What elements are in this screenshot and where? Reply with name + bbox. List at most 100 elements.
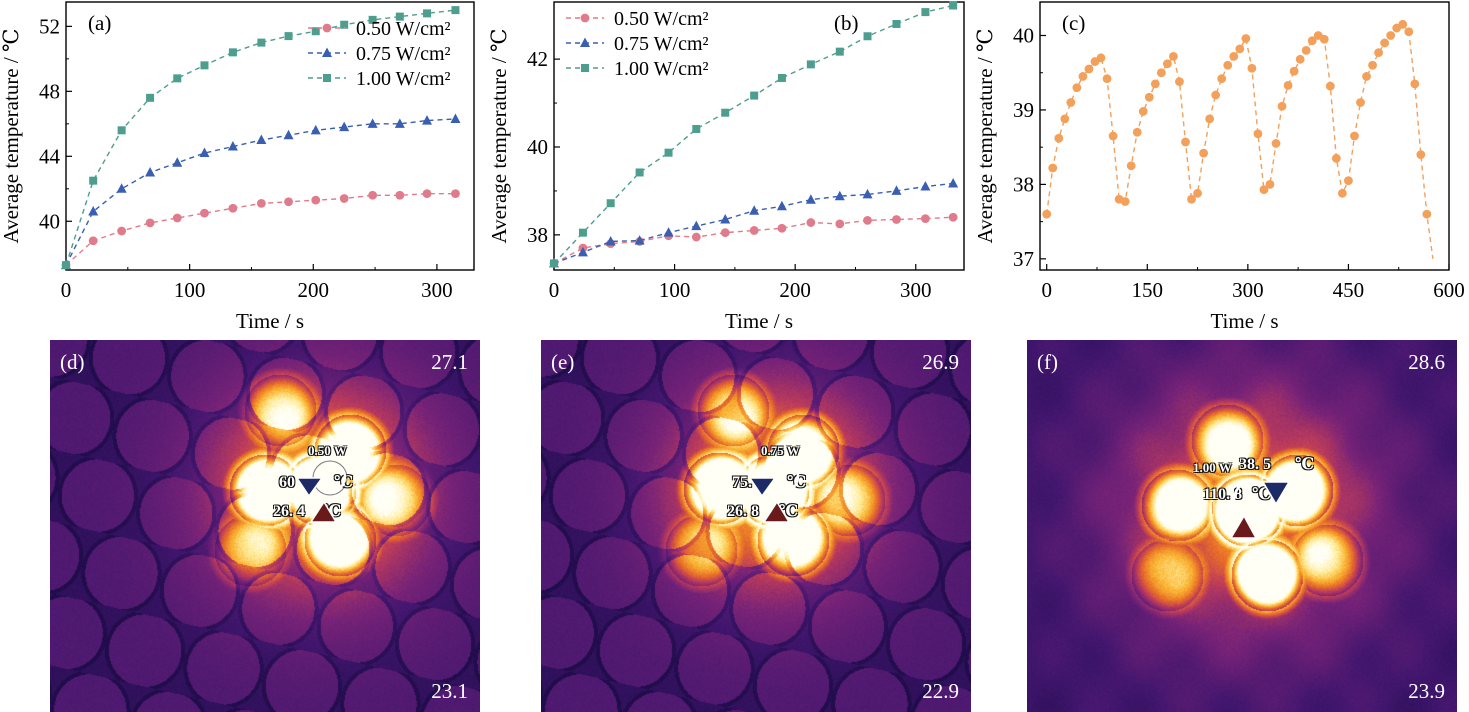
thermal-heatmap-d: [50, 340, 480, 712]
reading-min-e: 26. 8: [727, 503, 759, 520]
power-label-d: 0.50 W: [308, 443, 347, 458]
data-point: [1078, 72, 1088, 81]
data-point: [1295, 54, 1305, 64]
x-tick-label: 600: [1433, 278, 1465, 302]
data-point: [948, 212, 958, 222]
data-point: [806, 60, 815, 69]
series-line: [553, 216, 954, 265]
legend-label: 0.50 W/cm²: [356, 18, 451, 40]
power-label-f: 1.00 W: [1193, 460, 1232, 475]
data-point: [1102, 74, 1112, 84]
x-tick-label: 450: [1333, 278, 1365, 302]
chart-2: 0 100 200 300 38 40 42 Time / s Average temperat…: [487, 1, 965, 333]
data-point: [1356, 98, 1365, 107]
data-point: [1301, 45, 1311, 55]
min-temperature-e: 22.9: [922, 679, 959, 703]
data-point: [1193, 188, 1202, 198]
data-point: [892, 215, 901, 224]
data-point: [1410, 79, 1420, 89]
legend-label: 0.75 W/cm²: [356, 43, 451, 65]
data-point: [1337, 188, 1347, 198]
unit-min-f: ℃: [1252, 486, 1272, 503]
min-temperature-d: 23.1: [431, 679, 468, 703]
x-tick-label: 300: [1232, 278, 1264, 302]
legend-marker: [581, 64, 589, 72]
data-point: [1386, 31, 1396, 40]
y-tick-label: 37: [1013, 247, 1034, 271]
measure-marker-e: [748, 457, 800, 523]
legend-marker: [322, 23, 332, 33]
legend-label: 1.00 W/cm²: [356, 68, 451, 90]
max-point-triangle-d: [295, 477, 324, 498]
data-point: [227, 141, 238, 151]
data-point: [1380, 38, 1390, 48]
legend-marker: [323, 74, 331, 82]
data-point: [256, 199, 266, 208]
data-point: [863, 32, 872, 41]
data-point: [284, 197, 293, 207]
x-tick-label: 200: [779, 278, 811, 302]
data-point: [368, 190, 378, 200]
thermal-heatmap-e: [541, 340, 971, 712]
data-point: [749, 205, 760, 215]
legend-marker: [322, 47, 332, 57]
x-axis-label: Time / s: [1210, 309, 1278, 333]
data-point: [776, 200, 787, 211]
data-point: [777, 223, 787, 233]
data-point: [1289, 66, 1299, 76]
data-point: [1169, 51, 1178, 61]
data-point: [921, 214, 930, 223]
data-point: [394, 118, 405, 128]
data-point: [720, 228, 730, 238]
data-point: [949, 1, 958, 10]
data-point: [1325, 81, 1335, 91]
data-point: [750, 91, 759, 100]
data-point: [451, 6, 460, 15]
legend: 0.50 W/cm² 0.75 W/cm² 1.00 W/cm²: [566, 8, 709, 80]
data-point: [1344, 176, 1353, 186]
series-1: [61, 189, 460, 270]
data-point: [145, 218, 155, 228]
data-point: [1253, 129, 1263, 139]
y-tick-label: 44: [39, 144, 61, 168]
thermal-image-e: (e) 26.9 22.9 0.75 W 75. ℃ 26. 8 ℃: [541, 340, 971, 712]
y-tick-label: 48: [39, 79, 60, 103]
x-tick-label: 0: [61, 278, 72, 302]
data-point: [1120, 197, 1130, 206]
data-point: [1187, 194, 1196, 204]
data-point: [1319, 34, 1329, 44]
data-point: [339, 194, 349, 203]
data-point: [720, 213, 731, 224]
x-tick-label: 100: [659, 278, 691, 302]
x-axis-label: Time / s: [236, 309, 304, 333]
data-point: [395, 190, 405, 200]
data-point: [1108, 131, 1118, 141]
data-point: [257, 38, 266, 47]
data-point: [805, 194, 816, 204]
x-tick-label: 0: [1041, 278, 1052, 302]
data-point: [663, 227, 674, 237]
data-point: [1283, 80, 1293, 90]
data-point: [311, 195, 321, 205]
data-point: [605, 235, 616, 246]
data-point: [1404, 27, 1414, 37]
data-point: [1265, 179, 1275, 189]
y-axis-label: Average temperature / ℃: [973, 29, 997, 244]
data-point: [664, 148, 673, 157]
data-point: [340, 20, 349, 29]
data-point: [1132, 127, 1142, 137]
data-point: [948, 177, 959, 188]
y-tick-label: 38: [527, 223, 548, 247]
data-point: [367, 118, 378, 128]
data-point: [1144, 92, 1154, 102]
x-tick-label: 150: [1132, 278, 1164, 302]
data-point: [172, 157, 183, 167]
measure-marker-d: [295, 457, 348, 523]
data-point: [1054, 133, 1064, 143]
data-point: [1350, 131, 1359, 141]
data-point: [578, 228, 587, 237]
data-point: [1307, 36, 1317, 46]
data-point: [1060, 114, 1070, 124]
legend-label: 1.00 W/cm²: [614, 58, 709, 80]
data-point: [368, 15, 377, 24]
